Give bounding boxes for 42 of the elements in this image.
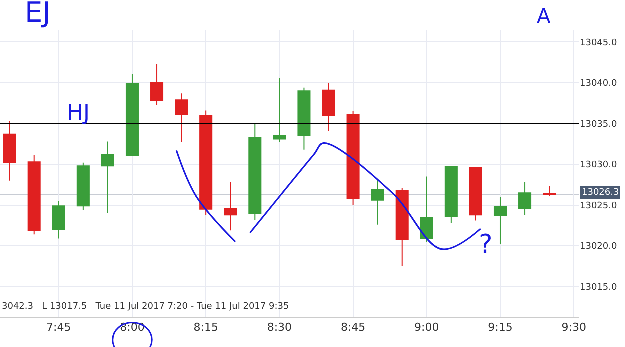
candlestick [322, 82, 336, 132]
candlestick [298, 87, 311, 150]
x-tick-label: 9:15 [488, 321, 513, 334]
x-tick-label: 8:45 [340, 321, 366, 334]
candlestick [224, 182, 238, 232]
candlestick [396, 188, 409, 267]
candlestick [494, 196, 507, 245]
candlestick [444, 166, 458, 224]
candlestick [150, 64, 164, 106]
candlestick [469, 167, 482, 222]
candlestick [3, 120, 16, 182]
candlestick [76, 162, 90, 211]
x-tick-label: 9:30 [562, 321, 586, 334]
candlestick [101, 141, 114, 214]
candlestick [518, 182, 532, 216]
candlestick [126, 74, 139, 156]
y-tick-label: 13020.0 [580, 242, 618, 252]
candlestick [52, 200, 66, 240]
y-tick-label: 13030.0 [580, 160, 618, 171]
x-tick-label: 8:15 [194, 321, 218, 334]
candlestick [346, 111, 360, 206]
annotation: HJ [67, 101, 90, 126]
line-series [249, 142, 482, 250]
text: EJ [25, 0, 51, 29]
annotation: 3042.3 L 13017.5 Tue 11 Jul 2017 7:20 - Tue 11 Jul 2017 9:35 [2, 302, 290, 312]
x-tick-label: 7:45 [46, 321, 72, 334]
x-tick-label: 9:00 [414, 321, 440, 334]
ref-line-label: 13026.3 [582, 188, 620, 198]
candlestick [248, 122, 262, 220]
candlestick [420, 176, 434, 242]
x-tick-label: 8:30 [267, 321, 292, 334]
candlestick [28, 155, 41, 236]
candlestick [175, 93, 188, 144]
candlestick [371, 178, 384, 226]
y-tick-label: 13040.0 [580, 79, 618, 90]
y-tick-label: 13035.0 [580, 120, 618, 130]
y-tick-label: 13025.0 [580, 201, 618, 212]
y-tick-label: 13015.0 [580, 282, 618, 293]
candlestick [273, 78, 286, 144]
annotation: ? [479, 230, 493, 260]
text: A [537, 4, 551, 28]
y-tick-label: 13045.0 [580, 38, 618, 48]
